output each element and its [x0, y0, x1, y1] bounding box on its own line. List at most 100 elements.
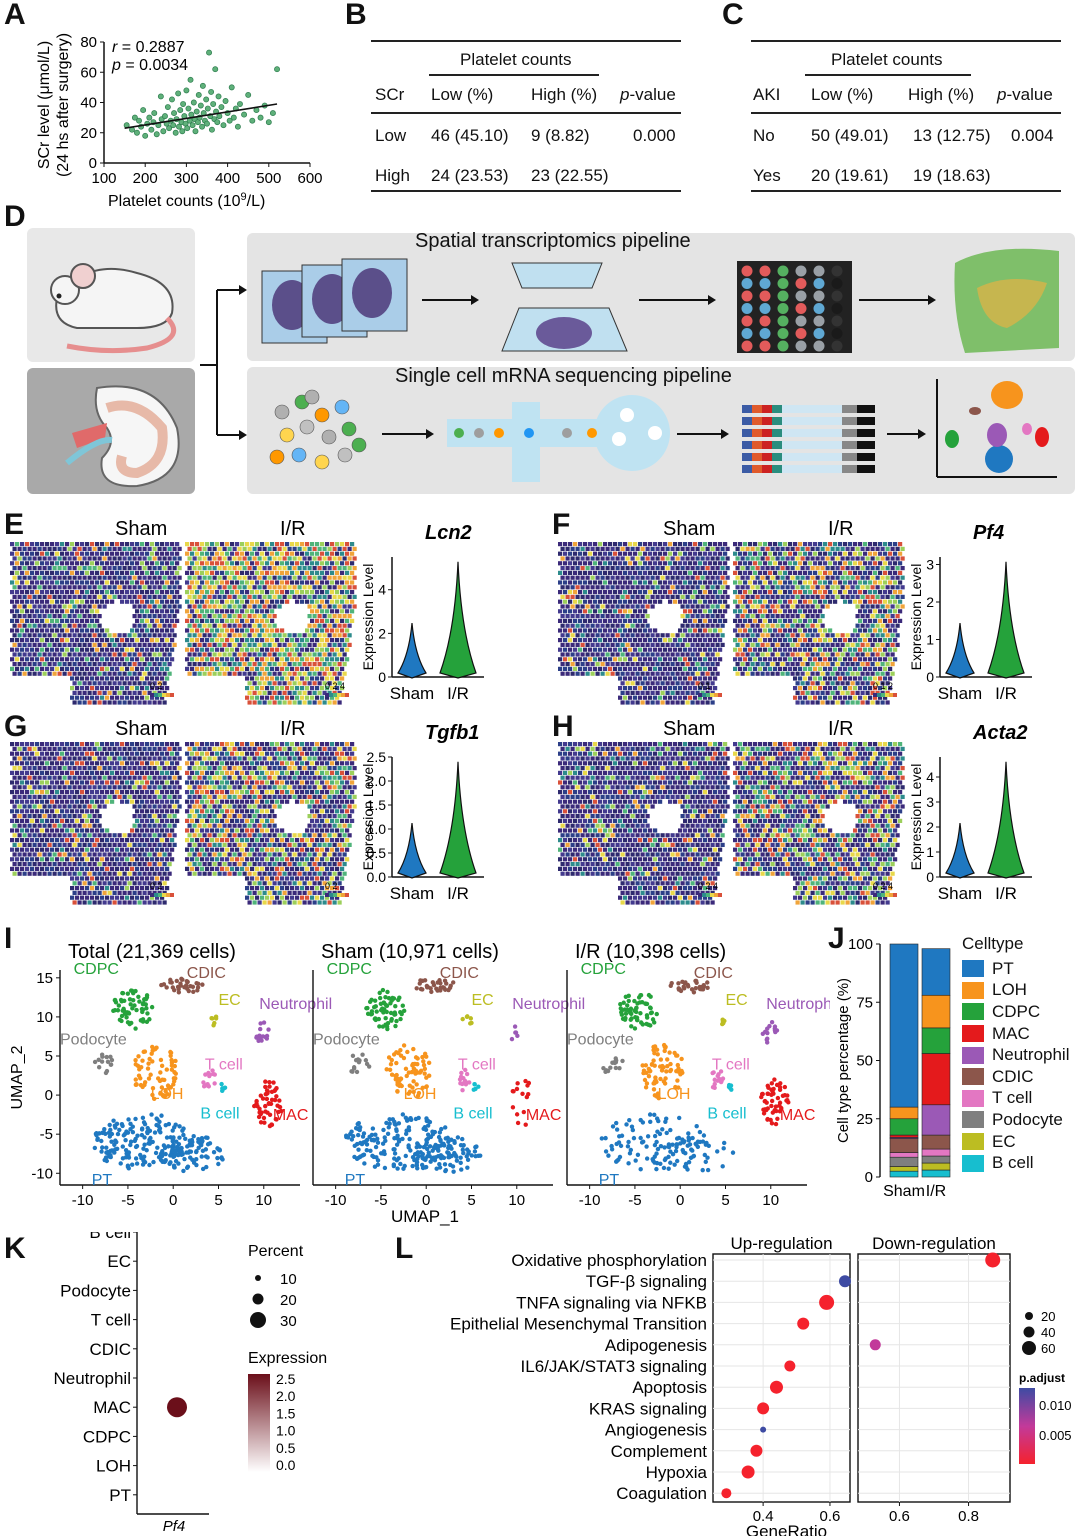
spot: [125, 780, 130, 785]
spot: [275, 542, 280, 547]
spot: [280, 657, 285, 662]
spot: [347, 623, 352, 628]
spot: [217, 652, 222, 657]
spot: [312, 594, 317, 599]
spot: [277, 652, 282, 657]
spot: [805, 662, 810, 667]
spot: [295, 647, 300, 652]
spot: [245, 609, 250, 614]
spot: [765, 662, 770, 667]
spot: [575, 633, 580, 638]
spot: [775, 652, 780, 657]
spot: [60, 666, 65, 671]
spot: [112, 746, 117, 751]
spot: [673, 676, 678, 681]
spot: [145, 551, 150, 556]
data-point: [204, 120, 210, 127]
spot: [818, 580, 823, 585]
spot: [247, 556, 252, 561]
spot: [325, 561, 330, 566]
spot: [670, 566, 675, 571]
spot: [225, 551, 230, 556]
spot: [42, 823, 47, 828]
spot: [600, 642, 605, 647]
spot: [32, 594, 37, 599]
spot: [305, 590, 310, 595]
spot: [880, 546, 885, 551]
spot: [40, 809, 45, 814]
spot: [690, 642, 695, 647]
cell: [299, 419, 315, 435]
spot: [100, 628, 105, 633]
spot: [307, 594, 312, 599]
spot: [157, 556, 162, 561]
table-col-header: SCr: [375, 85, 405, 104]
spot: [765, 575, 770, 580]
spot: [703, 542, 708, 547]
spot: [45, 751, 50, 756]
spot: [100, 742, 105, 747]
spot: [690, 662, 695, 667]
spot: [810, 671, 815, 676]
spot: [285, 542, 290, 547]
spot: [267, 690, 272, 695]
spot: [633, 666, 638, 671]
spot: [690, 566, 695, 571]
spot: [207, 662, 212, 667]
spot: [758, 551, 763, 556]
spot: [813, 695, 818, 700]
spot: [220, 599, 225, 604]
spot: [618, 686, 623, 691]
spot: [638, 590, 643, 595]
spot: [50, 628, 55, 633]
spot: [67, 794, 72, 799]
spot: [325, 618, 330, 623]
spot: [660, 633, 665, 638]
spot: [262, 566, 267, 571]
spot: [585, 614, 590, 619]
spot: [112, 775, 117, 780]
spot: [45, 599, 50, 604]
spot: [257, 604, 262, 609]
spot: [758, 561, 763, 566]
spot: [340, 647, 345, 652]
spot: [35, 657, 40, 662]
spot: [145, 686, 150, 691]
spot: [135, 570, 140, 575]
spot: [57, 575, 62, 580]
spot: [322, 690, 327, 695]
spot: [678, 580, 683, 585]
spot: [262, 633, 267, 638]
spot: [863, 599, 868, 604]
spot: [87, 681, 92, 686]
spot: [215, 580, 220, 585]
spot: [140, 780, 145, 785]
spot: [673, 590, 678, 595]
spot: [628, 570, 633, 575]
spot: [840, 642, 845, 647]
spot: [175, 742, 180, 747]
spot: [75, 628, 80, 633]
spot: [157, 614, 162, 619]
spot: [560, 642, 565, 647]
spot: [307, 575, 312, 580]
spot: [107, 775, 112, 780]
spot: [27, 546, 32, 551]
spot: [890, 642, 895, 647]
spot: [653, 686, 658, 691]
spot: [563, 580, 568, 585]
spot: [175, 818, 180, 823]
spot: [290, 686, 295, 691]
spot: [142, 566, 147, 571]
spot: [655, 652, 660, 657]
spot: [680, 652, 685, 657]
spot: [277, 642, 282, 647]
spot: [788, 657, 793, 662]
spot: [157, 623, 162, 628]
barcode-segment: [772, 405, 782, 413]
spot: [860, 546, 865, 551]
spot: [638, 618, 643, 623]
spot: [282, 671, 287, 676]
spot: [77, 671, 82, 676]
spot: [855, 671, 860, 676]
